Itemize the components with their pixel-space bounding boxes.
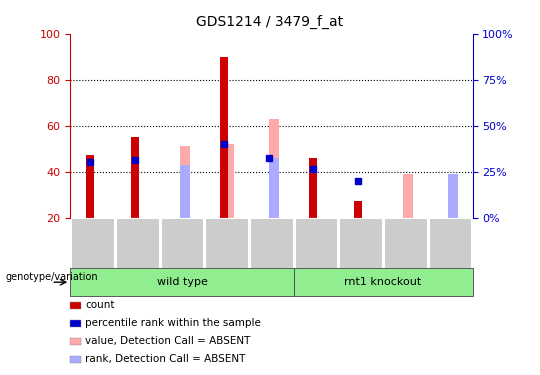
- Bar: [180, 146, 190, 218]
- Text: wild type: wild type: [157, 277, 207, 287]
- Text: rank, Detection Call = ABSENT: rank, Detection Call = ABSENT: [85, 354, 246, 364]
- Text: percentile rank within the sample: percentile rank within the sample: [85, 318, 261, 328]
- Bar: [354, 201, 362, 217]
- Bar: [220, 57, 228, 217]
- Bar: [309, 158, 318, 218]
- Bar: [269, 119, 279, 218]
- Bar: [225, 144, 234, 218]
- Bar: [180, 165, 190, 218]
- Bar: [448, 181, 458, 218]
- Text: genotype/variation: genotype/variation: [5, 272, 98, 282]
- Bar: [448, 174, 458, 217]
- Text: value, Detection Call = ABSENT: value, Detection Call = ABSENT: [85, 336, 251, 346]
- Bar: [86, 156, 94, 218]
- Bar: [131, 137, 139, 218]
- Text: GDS1214 / 3479_f_at: GDS1214 / 3479_f_at: [197, 15, 343, 29]
- Text: count: count: [85, 300, 115, 310]
- Bar: [403, 174, 413, 217]
- Bar: [269, 158, 279, 218]
- Text: rnt1 knockout: rnt1 knockout: [345, 277, 422, 287]
